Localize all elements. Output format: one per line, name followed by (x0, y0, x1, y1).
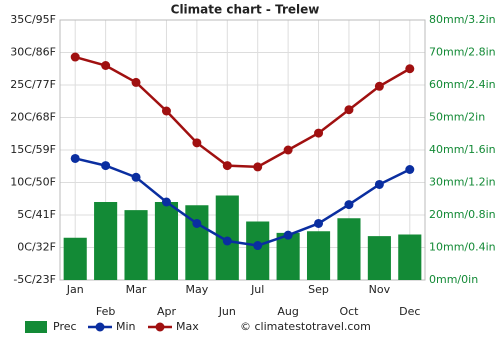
temp-point (253, 241, 263, 251)
legend-swatch (25, 321, 47, 333)
prec-bar (337, 218, 361, 280)
temp-point (161, 197, 171, 207)
y-tick-label: 35C/95F (10, 13, 56, 26)
prec-bar (63, 237, 87, 280)
temp-point (314, 218, 324, 228)
prec-bar (94, 202, 118, 280)
plot-frame (59, 19, 426, 281)
temp-point (374, 81, 384, 91)
x-tick-label: May (186, 283, 209, 296)
temp-point (253, 162, 263, 172)
x-tick-label: Jun (218, 305, 236, 318)
prec-bar (124, 210, 148, 280)
y2-tick-label: 20mm/0.8in (429, 208, 496, 221)
y2-tick-label: 0mm/0in (429, 273, 478, 286)
temp-point (161, 106, 171, 116)
temp-point (344, 105, 354, 115)
y-tick-label: 30C/86F (10, 46, 56, 59)
x-tick-label: Nov (369, 283, 391, 296)
legend-label: Max (176, 320, 199, 333)
temp-point (222, 236, 232, 246)
x-tick-label: Oct (339, 305, 359, 318)
y2-tick-label: 50mm/2in (429, 111, 485, 124)
prec-bar (185, 205, 209, 280)
temp-point (405, 165, 415, 174)
y-tick-label: 0C/32F (17, 241, 56, 254)
temp-point (405, 64, 415, 74)
temp-point (101, 61, 111, 70)
credit: © climatestotravel.com (240, 320, 371, 333)
chart-title: Climate chart - Trelew (171, 3, 320, 17)
y-tick-label: 20C/68F (10, 111, 56, 124)
temp-point (70, 153, 80, 163)
prec-bar (398, 234, 422, 280)
temp-point (344, 200, 354, 210)
y2-tick-label: 80mm/3.2in (429, 13, 496, 26)
temp-point (131, 172, 141, 182)
x-tick-label: Jul (250, 283, 264, 296)
temp-point (374, 179, 384, 189)
legend-label: Min (116, 320, 136, 333)
temp-point (131, 77, 141, 87)
y-tick-label: -5C/23F (13, 273, 56, 286)
temp-point (101, 161, 111, 171)
prec-bar (154, 202, 179, 280)
temp-point (222, 161, 232, 171)
temp-point (192, 218, 202, 228)
x-tick-label: Feb (96, 305, 115, 318)
legend-swatch (95, 322, 105, 332)
prec-bar (367, 236, 391, 280)
prec-bar (246, 221, 270, 280)
y2-tick-label: 70mm/2.8in (429, 46, 496, 59)
x-tick-label: Dec (399, 305, 420, 318)
x-tick-label: Mar (126, 283, 147, 296)
legend-label: Prec (53, 320, 77, 333)
y2-tick-label: 40mm/1.6in (429, 143, 496, 156)
y2-tick-label: 10mm/0.4in (429, 241, 496, 254)
prec-bar (276, 232, 300, 280)
x-tick-label: Sep (308, 283, 329, 296)
prec-bar (306, 231, 331, 280)
y-tick-label: 25C/77F (10, 78, 56, 91)
temp-line (74, 157, 411, 247)
y-tick-label: 15C/59F (10, 143, 56, 156)
temp-line (74, 55, 411, 169)
y2-tick-label: 60mm/2.4in (429, 78, 496, 91)
temp-point (283, 145, 293, 155)
temp-point (314, 128, 324, 138)
temp-point (283, 230, 293, 240)
x-tick-label: Jan (66, 283, 84, 296)
legend-swatch (155, 322, 165, 332)
y-tick-label: 10C/50F (10, 176, 56, 189)
temp-point (70, 52, 80, 62)
x-tick-label: Apr (157, 305, 177, 318)
temp-point (192, 138, 202, 148)
y2-tick-label: 30mm/1.2in (429, 176, 496, 189)
y-tick-label: 5C/41F (17, 208, 56, 221)
x-tick-label: Aug (277, 305, 298, 318)
